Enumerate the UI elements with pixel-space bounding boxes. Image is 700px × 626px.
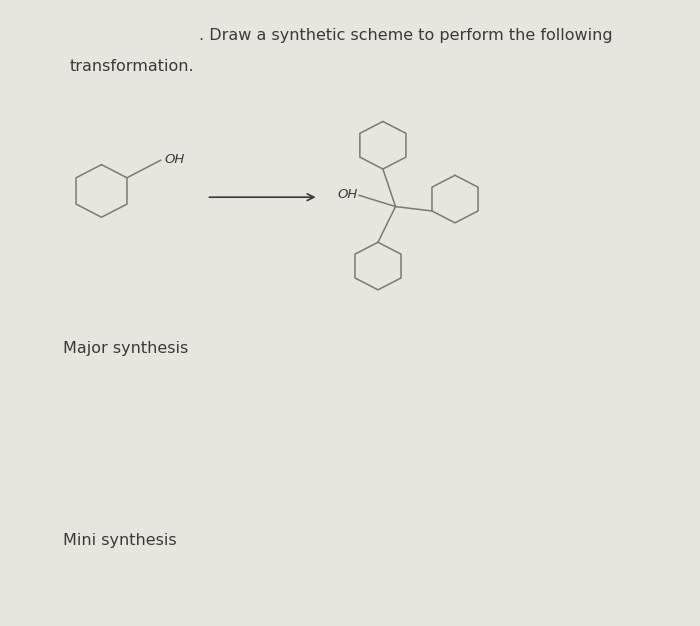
- Text: Mini synthesis: Mini synthesis: [63, 533, 176, 548]
- Text: transformation.: transformation.: [70, 59, 195, 74]
- Text: OH: OH: [164, 153, 185, 165]
- Text: . Draw a synthetic scheme to perform the following: . Draw a synthetic scheme to perform the…: [199, 28, 612, 43]
- Text: OH: OH: [337, 188, 358, 200]
- Text: Major synthesis: Major synthesis: [63, 341, 188, 356]
